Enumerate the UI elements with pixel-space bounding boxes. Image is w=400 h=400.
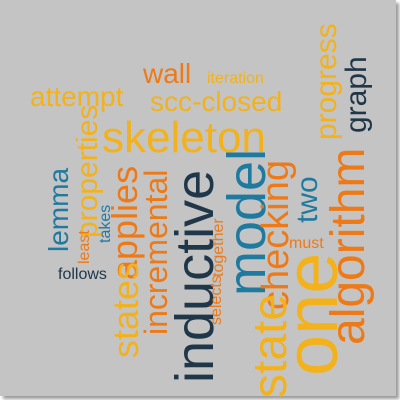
word-attempt: attempt (30, 81, 124, 112)
word-iteration: iteration (207, 70, 264, 87)
word-takes: takes (97, 204, 114, 243)
word-two: two (291, 176, 324, 223)
word-lemma: lemma (43, 167, 74, 252)
word-wall: wall (143, 58, 192, 89)
word-one: one (270, 252, 353, 376)
word-must: must (289, 235, 324, 252)
word-follows: follows (58, 266, 107, 283)
word-graph: graph (340, 56, 373, 133)
word-skeleton: skeleton (102, 113, 266, 162)
word-progress: progress (310, 23, 343, 140)
word-least: least (76, 230, 93, 264)
word-scc-closed: scc-closed (150, 86, 283, 117)
